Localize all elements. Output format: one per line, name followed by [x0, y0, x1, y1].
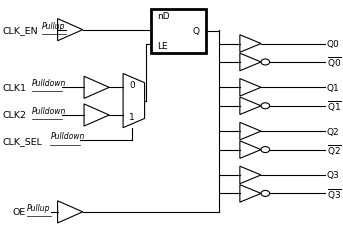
Text: Pullup: Pullup	[42, 21, 66, 30]
Text: Pulldown: Pulldown	[32, 106, 67, 116]
Text: Pulldown: Pulldown	[50, 132, 85, 141]
Text: CLK_SEL: CLK_SEL	[2, 136, 42, 145]
Text: $\overline{\mathrm{Q2}}$: $\overline{\mathrm{Q2}}$	[327, 143, 341, 157]
Text: 1: 1	[129, 112, 135, 121]
Text: Q2: Q2	[327, 127, 339, 136]
Text: Q3: Q3	[327, 171, 339, 180]
Text: nD: nD	[157, 12, 170, 21]
Text: $\overline{\mathrm{Q0}}$: $\overline{\mathrm{Q0}}$	[327, 55, 341, 70]
Text: CLK2: CLK2	[2, 111, 26, 120]
FancyBboxPatch shape	[151, 10, 206, 54]
Text: Q1: Q1	[327, 83, 339, 92]
Text: Pullup: Pullup	[27, 203, 51, 212]
Text: $\overline{\mathrm{Q1}}$: $\overline{\mathrm{Q1}}$	[327, 99, 341, 114]
Text: LE: LE	[157, 42, 168, 51]
Text: CLK_EN: CLK_EN	[2, 26, 38, 35]
Text: $\overline{\mathrm{Q3}}$: $\overline{\mathrm{Q3}}$	[327, 186, 341, 201]
Text: Pulldown: Pulldown	[32, 79, 67, 88]
Text: OE: OE	[12, 207, 25, 216]
Text: CLK1: CLK1	[2, 83, 26, 92]
Text: Q: Q	[192, 27, 200, 36]
Text: Q0: Q0	[327, 40, 339, 49]
Text: 0: 0	[129, 81, 135, 90]
